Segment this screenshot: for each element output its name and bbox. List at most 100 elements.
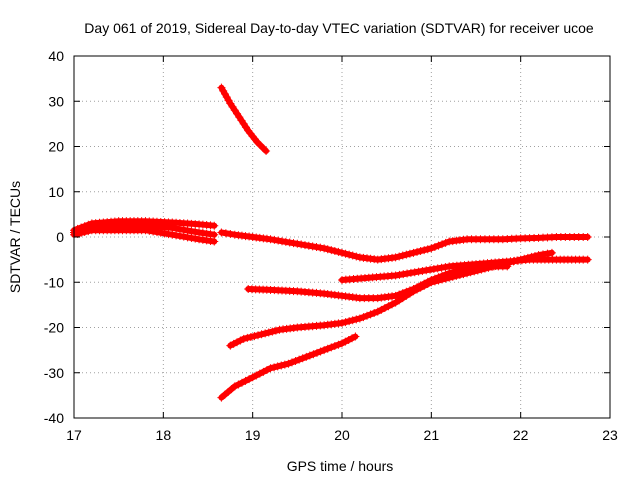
data-point-marker [391,291,400,300]
data-point-marker [304,241,313,250]
data-point-marker [295,355,304,364]
data-point-marker [160,229,169,238]
data-point-marker [547,248,556,257]
data-point-marker [278,237,287,246]
data-point-marker [206,236,215,245]
y-tick-label: -10 [44,274,64,290]
data-point-marker [172,231,181,240]
data-point-marker [202,236,211,245]
series-pass-f [338,255,592,284]
data-point-marker [285,238,294,247]
series-pass-g [217,332,360,402]
data-point-marker [338,248,346,257]
x-tick-label: 19 [245,427,261,443]
data-point-marker [312,348,321,357]
x-axis-label: GPS time / hours [287,458,394,474]
data-point-marker [391,253,400,262]
data-point-marker [341,337,350,346]
data-point-marker [438,240,447,249]
chart-title: Day 061 of 2019, Sidereal Day-to-day VTE… [84,20,594,36]
data-point-marker [348,316,357,325]
data-point-marker [312,243,321,252]
data-point-marker [187,233,196,242]
data-point-marker [338,339,346,348]
data-point-marker [409,287,418,296]
data-point-marker [271,326,280,335]
data-point-marker [441,274,450,283]
data-point-marker [257,330,266,339]
data-point-marker [224,96,233,105]
data-point-marker [255,369,264,378]
data-point-marker [226,341,235,350]
data-point-marker [191,234,200,243]
series-pass-b [217,228,592,264]
data-point-marker [175,225,184,234]
data-point-marker [141,226,150,235]
data-point-marker [287,358,296,367]
data-point-marker [348,251,357,260]
data-series [70,83,592,402]
data-point-marker [300,241,309,250]
data-point-marker [345,317,354,326]
data-point-marker [268,327,277,336]
data-point-marker [233,338,242,347]
data-point-marker [426,265,435,274]
data-point-marker [377,305,386,314]
data-point-marker [334,247,343,256]
data-point-marker [80,228,89,237]
data-point-marker [183,233,192,242]
data-point-marker [420,281,429,290]
data-point-marker [437,263,446,272]
data-point-marker [427,278,436,287]
x-tick-label: 22 [513,427,529,443]
data-point-marker [229,339,238,348]
y-tick-label: 20 [48,139,64,155]
data-point-marker [191,227,200,236]
data-point-marker [73,229,82,238]
data-point-marker [416,247,425,256]
data-point-marker [418,266,427,275]
data-point-marker [252,371,261,380]
data-point-marker [277,361,286,370]
data-point-marker [226,229,235,238]
y-tick-label: 0 [56,229,64,245]
data-point-marker [237,378,246,387]
data-point-marker [473,266,482,275]
data-point-marker [210,221,219,230]
data-point-marker [210,237,219,246]
data-point-marker [330,342,339,351]
data-point-marker [164,230,173,239]
data-point-marker [583,233,592,241]
data-point-marker [243,333,252,342]
data-point-marker [195,228,204,237]
data-point-marker [477,265,486,274]
data-point-marker [399,270,408,279]
data-point-marker [221,229,230,238]
data-point-marker [298,354,307,363]
x-tick-label: 23 [602,427,618,443]
data-point-marker [217,83,226,92]
data-point-marker [291,356,300,365]
data-point-marker [395,252,404,261]
data-point-marker [281,237,290,246]
data-point-marker [341,318,350,327]
data-point-marker [172,224,181,233]
data-point-marker [423,245,432,254]
y-tick-label: -20 [44,320,64,336]
data-point-marker [430,277,439,286]
data-point-marker [195,235,204,244]
data-point-marker [441,238,450,247]
data-point-marker [351,332,360,341]
data-point-marker [334,340,343,349]
data-point-marker [266,235,275,244]
y-tick-label: -40 [44,410,64,426]
data-point-marker [441,263,450,272]
data-point-marker [370,309,379,318]
data-point-marker [348,334,357,343]
data-point-marker [470,267,479,276]
data-point-marker [434,276,443,285]
data-point-marker [429,264,438,273]
data-point-marker [543,249,552,258]
data-point-marker [316,243,325,252]
y-tick-label: -30 [44,365,64,381]
